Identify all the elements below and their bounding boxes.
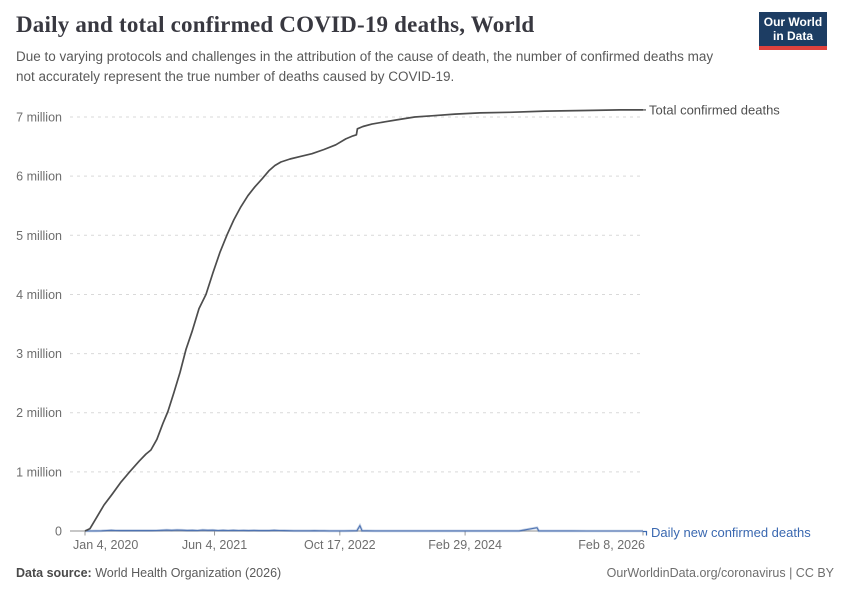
chart-footer: Data source: World Health Organization (… [16,566,834,580]
y-tick-label: 4 million [16,288,62,302]
x-tick-label: Feb 8, 2026 [578,538,645,552]
chart-subtitle: Due to varying protocols and challenges … [16,49,714,84]
license-link[interactable]: OurWorldinData.org/coronavirus | CC BY [606,566,834,580]
x-tick-label: Jun 4, 2021 [182,538,247,552]
y-tick-label: 5 million [16,229,62,243]
daily-deaths-series-label[interactable]: Daily new confirmed deaths [651,525,811,540]
y-tick-label: 7 million [16,111,62,125]
logo-text-line1: Our World [763,15,823,29]
owid-logo[interactable]: Our World in Data [759,12,827,50]
chart-header: Daily and total confirmed COVID-19 death… [16,12,834,86]
y-tick-label: 0 [55,525,62,539]
y-tick-label: 3 million [16,347,62,361]
x-tick-label: Jan 4, 2020 [73,538,138,552]
y-tick-label: 2 million [16,406,62,420]
data-source-value: World Health Organization (2026) [91,566,282,580]
x-tick-label: Feb 29, 2024 [428,538,502,552]
x-tick-label: Oct 17, 2022 [304,538,376,552]
logo-text-line2: in Data [772,29,813,43]
daily-label-leader [643,530,648,536]
y-tick-label: 6 million [16,170,62,184]
total-deaths-line[interactable] [84,109,643,532]
total-deaths-series-label[interactable]: Total confirmed deaths [649,102,780,117]
data-source-label: Data source: [16,566,92,580]
data-source: Data source: World Health Organization (… [16,566,281,580]
y-tick-label: 1 million [16,465,62,479]
page-title: Daily and total confirmed COVID-19 death… [16,12,535,37]
daily-deaths-line[interactable] [84,524,643,532]
